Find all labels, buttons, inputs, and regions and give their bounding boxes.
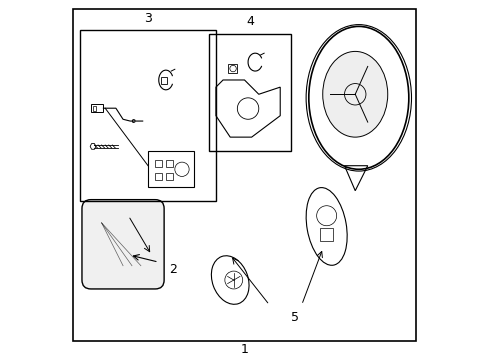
Bar — [148, 152, 194, 187]
Text: 5: 5 — [290, 311, 298, 324]
Bar — [165, 173, 173, 180]
Bar — [155, 160, 162, 167]
Text: 2: 2 — [169, 263, 177, 276]
Text: 4: 4 — [245, 15, 253, 28]
Bar — [165, 160, 173, 167]
Bar — [320, 228, 332, 241]
Bar — [160, 77, 166, 84]
Ellipse shape — [322, 51, 387, 137]
Bar — [155, 173, 162, 180]
Text: 1: 1 — [240, 343, 248, 356]
Text: 3: 3 — [144, 12, 152, 24]
Bar — [91, 104, 103, 112]
FancyBboxPatch shape — [82, 200, 164, 289]
Bar — [228, 64, 237, 73]
Bar — [208, 33, 290, 152]
Bar — [93, 106, 96, 111]
Bar — [80, 30, 216, 202]
